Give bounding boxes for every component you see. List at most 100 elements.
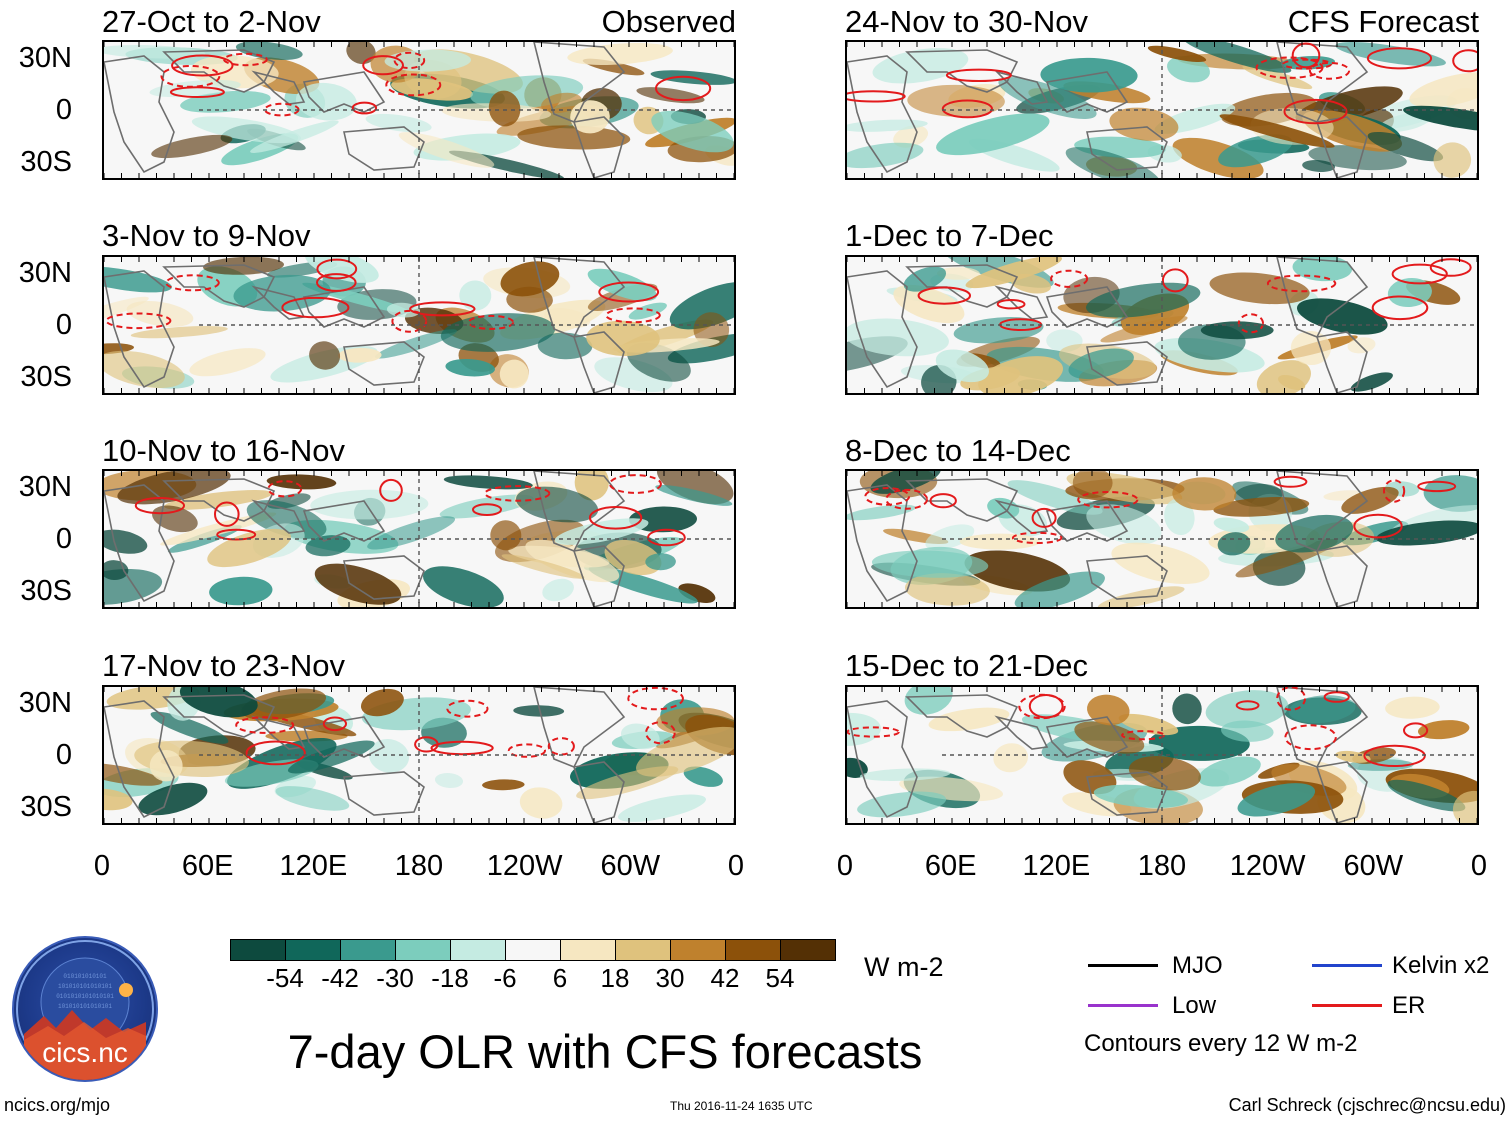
longitude-label: 0 <box>1470 850 1488 882</box>
latitude-label: 30N <box>18 471 72 503</box>
olr-anomaly-blob <box>1087 694 1130 726</box>
olr-anomaly-blob <box>207 528 291 568</box>
er-contour <box>222 52 268 67</box>
coastline <box>1086 771 1168 816</box>
colorbar-tick-label: 54 <box>765 963 795 993</box>
olr-anomaly-blob <box>506 286 553 313</box>
er-contour <box>847 90 906 103</box>
panel-title: 3-Nov to 9-Nov <box>102 218 311 253</box>
olr-anomaly-blob <box>337 347 382 363</box>
olr-anomaly-blob <box>508 545 610 568</box>
coastline <box>905 49 1019 93</box>
olr-anomaly-blob <box>1417 720 1470 740</box>
coastline <box>1045 500 1129 542</box>
coastline <box>1315 116 1368 178</box>
olr-anomaly-blob <box>384 49 471 72</box>
er-contour <box>605 307 661 324</box>
olr-anomaly-blob <box>904 573 990 606</box>
olr-anomaly-blob <box>893 125 929 148</box>
olr-anomaly-blob <box>936 113 1050 156</box>
olr-anomaly-blob <box>287 740 375 774</box>
coastline <box>1045 71 1129 113</box>
olr-anomaly-blob <box>104 45 206 59</box>
olr-anomaly-blob <box>117 471 231 505</box>
olr-anomaly-blob <box>1278 374 1306 391</box>
map-panel <box>845 40 1479 180</box>
er-contour <box>134 496 186 515</box>
er-contour <box>1266 274 1337 293</box>
olr-anomaly-blob <box>1010 273 1052 294</box>
coastline <box>533 257 626 339</box>
coastline <box>343 126 425 171</box>
olr-anomaly-blob <box>1072 471 1113 499</box>
olr-anomaly-map <box>104 687 734 823</box>
olr-anomaly-blob <box>574 471 609 501</box>
er-contour <box>917 286 972 305</box>
olr-anomaly-blob <box>1147 45 1207 63</box>
olr-anomaly-blob <box>586 320 660 357</box>
olr-anomaly-map <box>847 42 1477 178</box>
er-contour <box>1028 694 1064 719</box>
legend-line-low <box>1088 1004 1158 1007</box>
logo-text: cics.nc <box>42 1037 128 1068</box>
logo-graphic: 010101010101 101010101010101 01010101010… <box>16 940 154 1080</box>
contours-note: Contours every 12 W m-2 <box>1084 1030 1358 1057</box>
main-title: 7-day OLR with CFS forecasts <box>287 1025 923 1078</box>
olr-anomaly-blob <box>360 688 404 717</box>
olr-anomaly-blob <box>295 82 357 121</box>
colorbar-swatch <box>780 939 836 961</box>
er-contour <box>864 487 911 506</box>
er-contour <box>351 101 378 115</box>
olr-anomaly-blob <box>1086 504 1162 545</box>
er-contour <box>446 699 489 718</box>
olr-anomaly-blob <box>250 120 339 153</box>
olr-anomaly-blob <box>935 349 989 383</box>
panel-title: 15-Dec to 21-Dec <box>845 648 1088 683</box>
er-contour <box>847 726 900 738</box>
olr-anomaly-blob <box>554 518 649 545</box>
olr-anomaly-blob <box>305 535 351 557</box>
map-panel <box>102 469 736 609</box>
olr-anomaly-blob <box>542 578 574 602</box>
olr-anomaly-blob <box>998 76 1097 120</box>
coastline <box>1276 257 1369 339</box>
olr-anomaly-blob <box>445 358 495 377</box>
er-contour <box>1283 98 1348 125</box>
olr-anomaly-blob <box>490 520 522 551</box>
olr-anomaly-blob <box>1335 750 1371 763</box>
coastline <box>251 285 306 320</box>
latitude-label: 30S <box>20 575 72 607</box>
er-contour <box>1353 513 1403 539</box>
olr-anomaly-blob <box>636 726 734 777</box>
svg-text:101010101010101: 101010101010101 <box>58 983 112 990</box>
colorbar-swatch <box>285 939 341 961</box>
olr-anomaly-blob <box>1172 693 1202 725</box>
observed-tag: Observed <box>601 4 736 39</box>
olr-anomaly-blob <box>1172 477 1237 511</box>
coastline <box>1276 42 1369 124</box>
olr-anomaly-blob <box>1350 372 1393 392</box>
olr-anomaly-blob <box>959 533 1041 550</box>
olr-anomaly-blob <box>1093 784 1189 808</box>
coastline <box>847 700 918 819</box>
er-contour <box>645 721 676 745</box>
footer-website[interactable]: ncics.org/mjo <box>4 1095 111 1115</box>
coastline <box>302 716 386 758</box>
olr-anomaly-blob <box>367 516 456 550</box>
er-contour <box>647 528 686 547</box>
er-contour <box>1371 295 1429 321</box>
er-contour <box>1308 61 1351 80</box>
olr-anomaly-blob <box>903 266 947 292</box>
coastline <box>1086 555 1168 600</box>
colorbar-tick-label: 18 <box>600 963 630 993</box>
panel-title: 10-Nov to 16-Nov <box>102 433 345 468</box>
olr-anomaly-blob <box>953 317 1044 344</box>
coastline <box>1086 126 1168 171</box>
er-contour <box>1417 480 1457 493</box>
er-contour <box>472 503 502 516</box>
coastline <box>905 264 1019 308</box>
coastline <box>905 478 1019 522</box>
olr-anomaly-blob <box>1275 514 1354 553</box>
colorbar-swatch <box>670 939 726 961</box>
olr-anomaly-blob <box>434 773 464 788</box>
